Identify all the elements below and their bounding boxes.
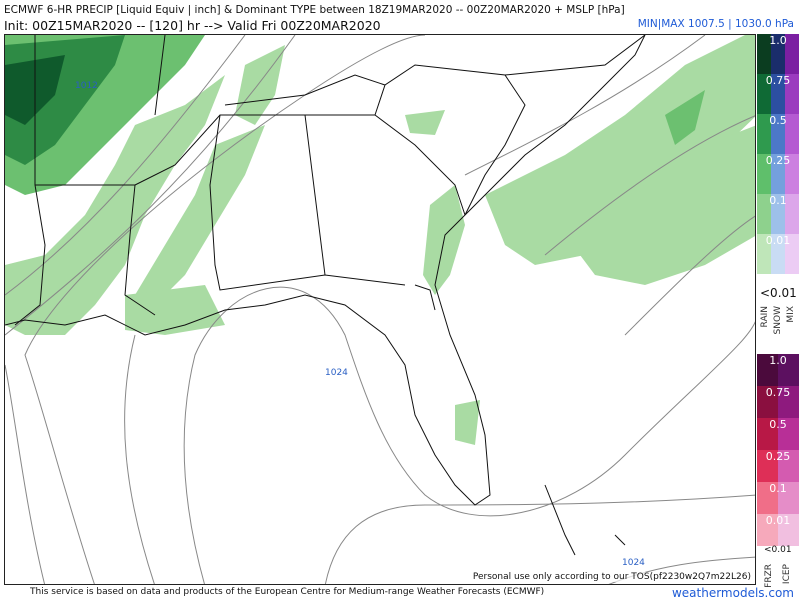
legend-row: 1.0 bbox=[757, 354, 799, 386]
legend-swatch bbox=[771, 194, 785, 234]
legend-swatch bbox=[757, 74, 771, 114]
legend-swatch bbox=[757, 514, 778, 546]
data-credit: This service is based on data and produc… bbox=[30, 587, 545, 597]
isobar-label: 1012 bbox=[75, 81, 98, 91]
legend-swatch bbox=[785, 34, 799, 74]
pressure-minmax: MIN|MAX 1007.5 | 1030.0 hPa bbox=[637, 18, 794, 30]
legend-swatch bbox=[778, 514, 799, 546]
legend-swatch bbox=[771, 114, 785, 154]
map-title: ECMWF 6-HR PRECIP [Liquid Equiv | inch] … bbox=[4, 4, 625, 16]
legend-level-label: 0.25 bbox=[765, 154, 791, 167]
legend-swatch bbox=[757, 34, 771, 74]
legend-swatch bbox=[757, 234, 771, 274]
legend-swatch bbox=[757, 154, 771, 194]
legend-swatch bbox=[771, 74, 785, 114]
legend-level-label: 0.01 bbox=[765, 234, 791, 247]
legend-level-label: 0.01 bbox=[765, 514, 791, 527]
borders bbox=[5, 35, 646, 556]
brand-link[interactable]: weathermodels.com bbox=[671, 586, 794, 600]
legend-type-label: ICEP bbox=[782, 564, 792, 585]
legend-swatch bbox=[785, 74, 799, 114]
legend-swatch bbox=[778, 450, 799, 482]
legend-level-label: 1.0 bbox=[769, 354, 787, 367]
legend-row: 0.75 bbox=[757, 74, 799, 114]
legend-level-label: 0.75 bbox=[765, 386, 791, 399]
precip-areas bbox=[5, 35, 755, 445]
legend-level-label: 0.5 bbox=[769, 114, 787, 127]
legend-swatch bbox=[757, 418, 778, 450]
legend-swatch bbox=[778, 482, 799, 514]
legend-row: 1.0 bbox=[757, 34, 799, 74]
legend-below-threshold: <0.01 bbox=[760, 286, 797, 300]
forecast-map: 1012 1024 1024 Personal use only accordi… bbox=[4, 34, 756, 585]
legend-row: 0.75 bbox=[757, 386, 799, 418]
legend-swatch bbox=[771, 154, 785, 194]
legend-swatch bbox=[785, 194, 799, 234]
legend-below-threshold: <0.01 bbox=[764, 545, 792, 555]
isobar-label: 1024 bbox=[325, 368, 348, 378]
legend-level-label: 0.5 bbox=[769, 418, 787, 431]
legend-swatch bbox=[757, 450, 778, 482]
legend-level-label: 0.75 bbox=[765, 74, 791, 87]
legend-swatch bbox=[757, 194, 771, 234]
legend-type-label: RAIN bbox=[760, 306, 770, 328]
legend-swatch bbox=[785, 234, 799, 274]
rain-snow-mix-legend: 1.0 0.75 0.5 0.25 0.1 0.01 bbox=[757, 34, 799, 274]
legend-swatch bbox=[778, 418, 799, 450]
legend-level-label: 0.1 bbox=[769, 482, 787, 495]
tos-note: Personal use only according to our TOS(p… bbox=[470, 572, 753, 582]
legend-swatch bbox=[757, 386, 778, 418]
legend-row: 0.1 bbox=[757, 194, 799, 234]
rain-snow-mix-labels: RAIN SNOW MIX bbox=[758, 306, 800, 350]
legend-swatch bbox=[778, 386, 799, 418]
legend-row: 0.01 bbox=[757, 514, 799, 546]
legend-swatch bbox=[757, 482, 778, 514]
legend-type-label: FRZR bbox=[764, 564, 774, 588]
legend-swatch bbox=[778, 354, 799, 386]
legend-row: 0.5 bbox=[757, 418, 799, 450]
legend-row: 0.25 bbox=[757, 154, 799, 194]
legend-swatch bbox=[785, 114, 799, 154]
legend-level-label: 1.0 bbox=[769, 34, 787, 47]
legend-type-label: SNOW bbox=[773, 306, 783, 335]
frzr-icep-legend: 1.0 0.75 0.5 0.25 0.1 0.01 bbox=[757, 354, 799, 546]
legend-level-label: 0.25 bbox=[765, 450, 791, 463]
legend-type-label: MIX bbox=[786, 306, 796, 323]
legend-swatch bbox=[771, 234, 785, 274]
legend-swatch bbox=[757, 354, 778, 386]
legend-row: 0.5 bbox=[757, 114, 799, 154]
map-subtitle: Init: 00Z15MAR2020 -- [120] hr --> Valid… bbox=[4, 18, 381, 33]
legend-swatch bbox=[771, 34, 785, 74]
map-canvas bbox=[5, 35, 755, 584]
legend-swatch bbox=[757, 114, 771, 154]
legend-row: 0.01 bbox=[757, 234, 799, 274]
legend-swatch bbox=[785, 154, 799, 194]
legend-level-label: 0.1 bbox=[769, 194, 787, 207]
legend-row: 0.1 bbox=[757, 482, 799, 514]
legend-row: 0.25 bbox=[757, 450, 799, 482]
isobar-label: 1024 bbox=[622, 558, 645, 568]
